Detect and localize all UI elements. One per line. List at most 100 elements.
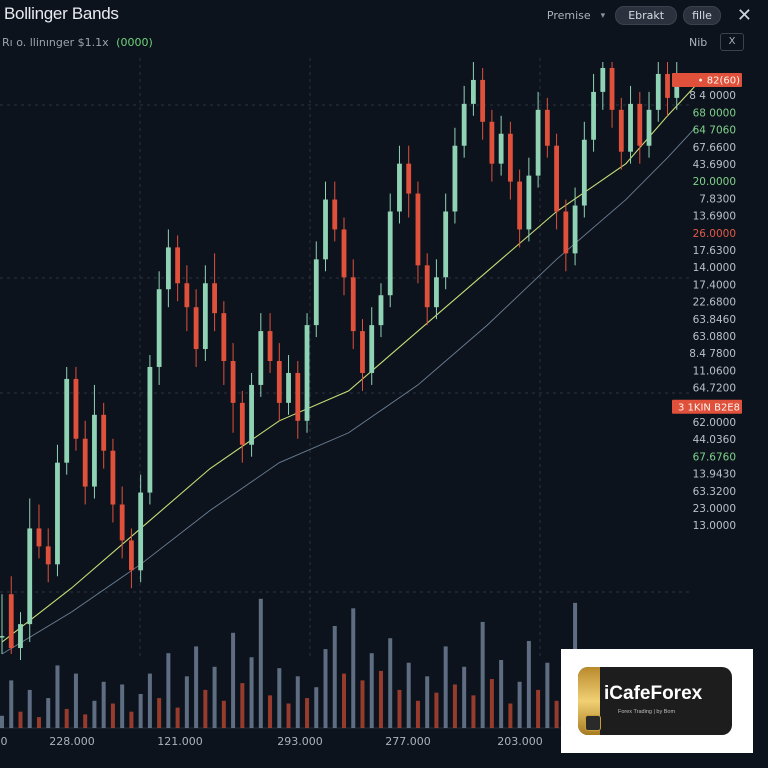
- volume-bar: [452, 684, 457, 728]
- close-icon[interactable]: ✕: [736, 4, 752, 26]
- y-tick-label: 8 4 0000: [689, 90, 736, 102]
- candle-body: [637, 103, 643, 146]
- x-tick-label: 121.000: [157, 735, 203, 748]
- y-tick-label: 67.6600: [693, 142, 736, 154]
- volume-bar: [175, 707, 180, 728]
- volume-bar: [443, 646, 448, 728]
- y-tick-label: 11.0600: [693, 365, 736, 377]
- candle-body: [0, 636, 5, 638]
- y-tick-label: 64 7060: [693, 125, 736, 137]
- candle-body: [165, 247, 171, 290]
- fille-button[interactable]: fille: [683, 6, 721, 25]
- candle-body: [138, 492, 144, 571]
- watermark-name: iCafeForex: [604, 683, 703, 704]
- price-tag: [672, 399, 742, 414]
- volume-bar: [489, 679, 494, 728]
- volume-bar: [194, 646, 199, 728]
- y-tick-label: 17.4000: [693, 279, 736, 291]
- volume-bar: [268, 695, 273, 728]
- candle-body: [249, 384, 254, 445]
- volume-bar: [83, 714, 88, 728]
- indicator-value: (0000): [116, 36, 153, 49]
- candle-body: [655, 73, 661, 110]
- volume-bar: [434, 692, 439, 728]
- y-tick-label: 20.0000: [693, 176, 736, 188]
- volume-bar: [332, 626, 337, 728]
- candle-body: [461, 103, 467, 146]
- candle-body: [73, 378, 79, 439]
- candle-body: [489, 121, 495, 164]
- candle-body: [36, 528, 42, 547]
- candle-body: [350, 277, 356, 332]
- candle-body: [498, 133, 504, 164]
- x-tick-label: 203.000: [497, 735, 543, 748]
- volume-bar: [129, 711, 134, 728]
- y-tick-label: 68 0000: [693, 107, 736, 119]
- candle-body: [397, 163, 402, 212]
- candle-body: [628, 103, 633, 152]
- candle-body: [82, 438, 88, 487]
- candle-body: [175, 247, 181, 284]
- chevron-down-icon[interactable]: ▾: [600, 10, 606, 21]
- price-tag-label: • 82(60): [698, 76, 740, 87]
- candle-body: [434, 277, 439, 308]
- candle-body: [341, 229, 347, 278]
- volume-bar: [231, 632, 236, 728]
- candle-body: [18, 624, 23, 649]
- candle-body: [480, 79, 486, 122]
- candle-body: [101, 414, 107, 451]
- candle-body: [471, 79, 476, 104]
- candle-body: [230, 361, 236, 403]
- volume-bar: [110, 703, 115, 728]
- y-tick-label: 63.3200: [693, 486, 736, 498]
- volume-bar: [323, 649, 328, 728]
- nib-toggle[interactable]: X: [720, 33, 744, 51]
- volume-bar: [18, 711, 23, 728]
- candle-body: [572, 205, 578, 254]
- volume-bar: [388, 638, 393, 728]
- candle-body: [276, 361, 282, 403]
- x-tick-label: 293.000: [277, 735, 323, 748]
- candle-body: [360, 331, 365, 373]
- watermark-tagline: Forex Trading | by Bom: [618, 709, 676, 715]
- ebrakt-button[interactable]: Ebrakt: [615, 6, 678, 25]
- lower-band-line: [1, 127, 696, 655]
- volume-bar: [369, 653, 374, 728]
- candle-body: [544, 109, 550, 146]
- premise-dropdown[interactable]: Premise: [546, 9, 591, 22]
- volume-bar: [184, 676, 189, 728]
- candle-body: [452, 145, 458, 212]
- candle-body: [92, 414, 97, 487]
- y-tick-label: 26.0000: [693, 228, 736, 240]
- candle-body: [184, 283, 190, 308]
- volume-bar: [499, 660, 504, 728]
- candle-body: [369, 325, 375, 373]
- candle-body: [295, 372, 301, 421]
- chart-title: Bollinger Bands: [4, 4, 119, 23]
- volume-bar: [425, 676, 430, 728]
- volume-bar: [277, 668, 282, 728]
- x-tick-label: 0: [1, 735, 8, 748]
- volume-bar: [258, 598, 263, 728]
- volume-bar: [203, 689, 208, 728]
- candle-body: [45, 546, 51, 565]
- volume-bar: [295, 676, 300, 728]
- volume-bar: [517, 681, 522, 728]
- candle-body: [378, 295, 384, 326]
- candle-body: [286, 372, 291, 403]
- candle-body: [674, 79, 680, 98]
- candle-body: [147, 366, 153, 493]
- nib-label: Nib: [689, 36, 708, 49]
- candle-body: [119, 504, 125, 541]
- volume-bar: [101, 681, 106, 728]
- candle-body: [221, 313, 227, 361]
- y-tick-label: 22.6800: [693, 297, 736, 309]
- candle-body: [646, 109, 652, 146]
- candle-body: [535, 109, 541, 176]
- y-tick-label: 43.6900: [693, 159, 736, 171]
- y-tick-label: 62.0000: [693, 417, 736, 429]
- candle-body: [563, 211, 569, 254]
- x-tick-label: 228.000: [49, 735, 95, 748]
- volume-bar: [351, 608, 356, 728]
